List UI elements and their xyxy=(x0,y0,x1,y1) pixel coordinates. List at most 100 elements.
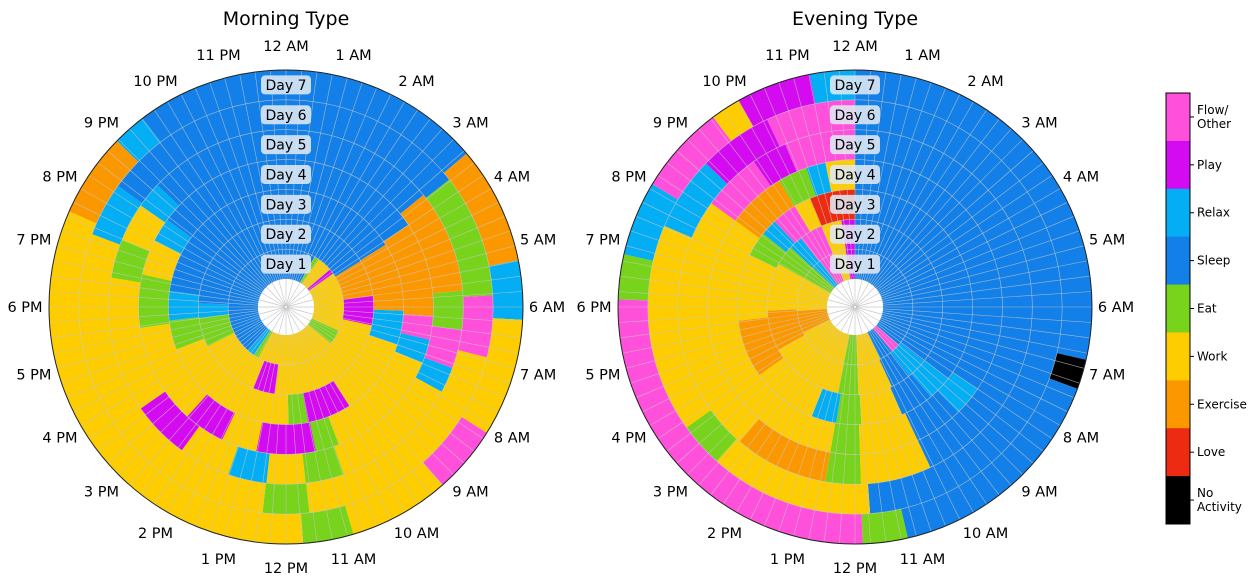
morning-center-spoke xyxy=(286,306,314,315)
morning-grid-radial xyxy=(287,128,443,306)
morning-grid-radial xyxy=(180,308,286,520)
morning-center-spoke xyxy=(278,307,287,335)
morning-grid-radial xyxy=(287,201,499,307)
evening-day2-segment xyxy=(778,247,813,279)
morning-grid-radial xyxy=(97,162,285,307)
evening-day1-segment xyxy=(803,319,850,364)
morning-day6-segment xyxy=(286,99,450,198)
morning-grid-radial xyxy=(239,308,286,540)
evening-center-spoke xyxy=(854,307,863,335)
colorbar-swatch xyxy=(1166,236,1190,286)
morning-hour-label: 9 AM xyxy=(452,485,488,501)
morning-day5-segment xyxy=(157,129,286,206)
evening-center-spoke xyxy=(855,282,870,307)
morning-grid-radial xyxy=(97,307,285,452)
morning-grid-radial xyxy=(118,139,285,306)
evening-grid-radial xyxy=(793,308,855,537)
morning-grid-radial xyxy=(154,308,286,505)
evening-grid-ring xyxy=(647,99,1063,515)
evening-grid-radial xyxy=(854,308,887,543)
morning-center-spoke xyxy=(265,286,286,307)
evening-type-polar-chart: Evening Type 12 AM 1 AM 2 AM 3 AM 4 AM 5 AM 6 A… xyxy=(576,8,1134,576)
evening-grid-radial xyxy=(856,307,1044,452)
morning-day4-segment xyxy=(383,224,434,317)
morning-center-spoke xyxy=(258,306,286,315)
morning-hour-label: 6 PM xyxy=(7,300,42,316)
morning-hour-label: 9 PM xyxy=(84,115,119,131)
evening-grid-radial xyxy=(764,308,855,527)
evening-day6-segment xyxy=(686,410,737,462)
morning-grid-radial xyxy=(287,188,492,307)
morning-day-label-box xyxy=(261,75,311,95)
morning-center-spoke xyxy=(265,307,286,328)
morning-grid-radial xyxy=(287,291,523,308)
evening-grid-radial xyxy=(856,307,1068,413)
morning-day6-segment xyxy=(306,350,487,513)
evening-day4-segment xyxy=(830,422,860,455)
morning-day3-segment xyxy=(360,244,404,311)
evening-center-spoke xyxy=(854,279,863,307)
morning-grid-radial xyxy=(287,175,484,307)
evening-hour-label: 2 AM xyxy=(967,74,1003,90)
morning-grid-radial xyxy=(286,308,418,505)
morning-grid-radial xyxy=(56,245,285,307)
morning-grid-ring xyxy=(227,248,345,366)
colorbar-label: Eat xyxy=(1197,302,1217,316)
evening-hour-label: 12 PM xyxy=(833,561,877,576)
morning-hour-label: 12 AM xyxy=(263,39,309,55)
evening-day3-segment xyxy=(794,198,822,232)
evening-chart-title: Evening Type xyxy=(792,8,918,30)
morning-day5-segment xyxy=(334,377,442,475)
evening-center-spoke xyxy=(830,307,855,322)
evening-grid-radial xyxy=(856,307,1075,398)
evening-grid-radial xyxy=(622,307,854,354)
evening-center-spoke xyxy=(834,307,855,328)
morning-day4-segment xyxy=(222,412,263,452)
evening-grid-radial xyxy=(855,308,961,520)
evening-grid-radial xyxy=(619,275,854,308)
evening-grid-radial xyxy=(710,308,855,496)
evening-hour-label: 5 PM xyxy=(585,368,620,384)
evening-day5-segment xyxy=(711,161,771,221)
evening-grid-radial xyxy=(687,308,854,475)
morning-grid-radial xyxy=(287,308,465,464)
morning-grid-radial xyxy=(129,128,285,306)
evening-grid-radial xyxy=(856,308,1012,486)
morning-grid-radial xyxy=(285,308,318,543)
evening-grid-ring xyxy=(796,248,914,366)
evening-hour-label: 3 PM xyxy=(653,485,688,501)
colorbar-swatch xyxy=(1166,140,1190,190)
evening-grid-radial xyxy=(625,245,854,307)
evening-hour-label: 7 PM xyxy=(585,232,620,248)
morning-grid-radial xyxy=(286,308,405,513)
morning-center-spoke xyxy=(271,307,286,332)
evening-day4-segment xyxy=(779,167,817,207)
morning-grid-radial xyxy=(80,188,285,307)
evening-hour-label: 8 PM xyxy=(611,170,646,186)
morning-grid-radial xyxy=(287,162,475,307)
morning-grid-radial xyxy=(49,291,285,308)
morning-hour-label: 3 PM xyxy=(84,485,119,501)
evening-day-label: Day 7 xyxy=(834,78,875,94)
morning-hour-label: 8 PM xyxy=(42,170,77,186)
morning-grid-radial xyxy=(287,306,522,339)
evening-center-spoke xyxy=(827,306,855,315)
morning-grid-radial xyxy=(53,260,285,307)
morning-hour-label: 4 PM xyxy=(42,431,77,447)
morning-day5-segment xyxy=(228,446,270,484)
evening-day7-segment xyxy=(901,378,1078,539)
morning-grid-radial xyxy=(66,216,285,307)
evening-grid-radial xyxy=(642,201,854,307)
evening-day-label-box xyxy=(830,224,880,244)
evening-day1-segment xyxy=(872,325,899,352)
evening-grid-radial xyxy=(856,307,1053,439)
evening-day-label: Day 1 xyxy=(834,257,875,273)
colorbar-frame xyxy=(1165,92,1191,525)
morning-hour-label: 12 PM xyxy=(264,561,308,576)
morning-grid-ring xyxy=(108,129,464,485)
evening-grid-radial xyxy=(855,308,1000,496)
evening-grid-radial xyxy=(808,308,855,540)
morning-grid-radial xyxy=(287,230,511,307)
activity-colorbar-legend: Flow/Other Play Relax Sleep Eat Work Exercise L… xyxy=(1165,92,1247,525)
